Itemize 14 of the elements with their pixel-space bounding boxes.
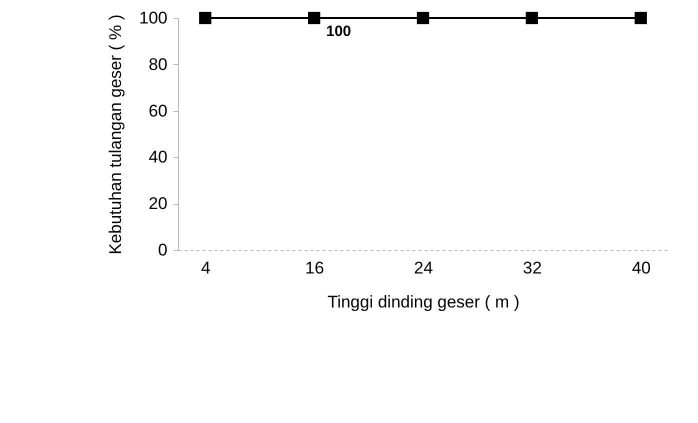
y-tick-label: 0 bbox=[158, 240, 168, 260]
y-tick-label: 60 bbox=[148, 101, 168, 120]
x-axis-title: Tinggi dinding geser ( m ) bbox=[327, 292, 520, 312]
y-tick-label: 40 bbox=[148, 148, 168, 167]
x-tick-label: 40 bbox=[632, 258, 651, 278]
data-label: 100 bbox=[326, 23, 352, 40]
y-tick-label: 80 bbox=[148, 54, 168, 74]
y-tick-label: 20 bbox=[148, 194, 168, 214]
y-tick-label: 100 bbox=[139, 8, 168, 28]
x-tick-label: 24 bbox=[414, 258, 433, 278]
y-axis-title: Kebutuhan tulangan geser ( % ) bbox=[106, 14, 126, 255]
x-tick-label: 32 bbox=[522, 258, 542, 278]
x-tick-label: 4 bbox=[200, 258, 210, 278]
x-tick-label: 16 bbox=[305, 258, 324, 278]
